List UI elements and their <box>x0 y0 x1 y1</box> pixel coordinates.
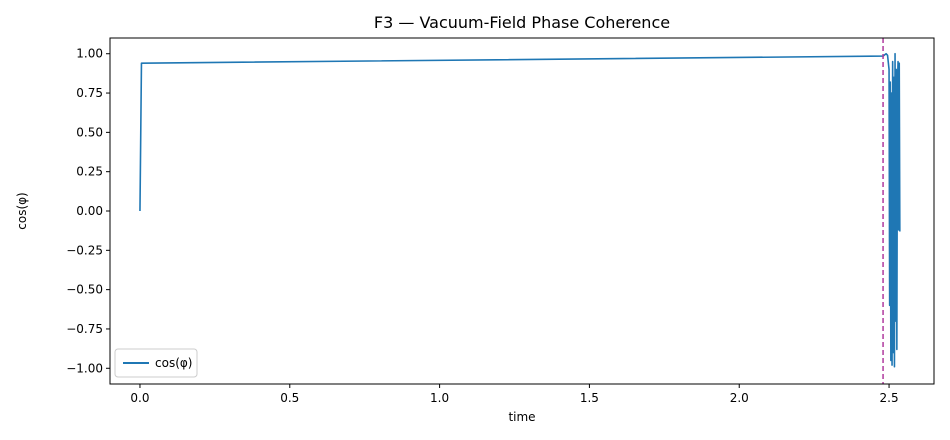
y-tick-label: 0.00 <box>76 204 103 218</box>
y-tick-label: −0.50 <box>66 283 103 297</box>
series-line-0 <box>139 52 901 368</box>
y-tick-label: −0.75 <box>66 322 103 336</box>
legend: cos(φ) <box>114 348 198 378</box>
x-tick-label: 0.0 <box>130 391 149 405</box>
x-axis-ticks: 0.0 0.5 1.0 1.5 2.0 2.5 <box>130 384 899 405</box>
legend-label: cos(φ) <box>155 356 192 370</box>
y-tick-label: −1.00 <box>66 361 103 375</box>
x-tick-label: 2.5 <box>880 391 899 405</box>
x-tick-label: 1.5 <box>580 391 599 405</box>
y-axis-ticks: 1.00 0.75 0.50 0.25 0.00 −0.25 −0.50 −0.75 −1.00 <box>66 47 110 375</box>
y-tick-label: 0.75 <box>76 86 103 100</box>
y-tick-label: 1.00 <box>76 47 103 61</box>
chart-title: F3 — Vacuum-Field Phase Coherence <box>374 13 670 32</box>
y-axis-label: cos(φ) <box>15 192 29 229</box>
x-tick-label: 2.0 <box>730 391 749 405</box>
x-tick-label: 1.0 <box>430 391 449 405</box>
x-axis-label: time <box>508 410 535 424</box>
legend-box <box>114 348 198 378</box>
y-tick-label: −0.25 <box>66 243 103 257</box>
x-tick-label: 0.5 <box>280 391 299 405</box>
y-tick-label: 0.25 <box>76 165 103 179</box>
y-tick-label: 0.50 <box>76 125 103 139</box>
